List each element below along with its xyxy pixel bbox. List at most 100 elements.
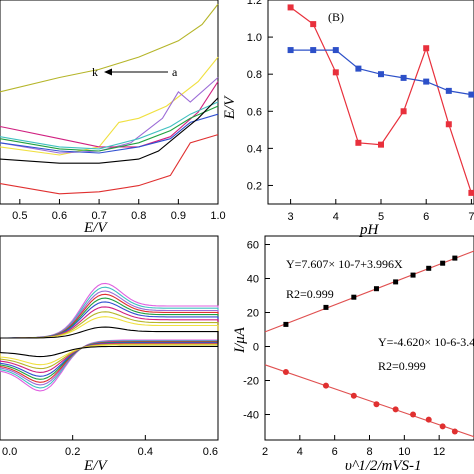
panel-d-y-tick-label: 20 <box>247 308 259 320</box>
panel-b-series-1-point <box>355 139 362 146</box>
panel-b-x-tick-label: 4 <box>333 211 339 223</box>
panel-c-x-tick-label: 0.2 <box>65 446 80 458</box>
panel-b-y-label: E/V <box>222 95 238 120</box>
panel-c-curves <box>0 282 219 392</box>
panel-c-curve-6 <box>0 301 219 377</box>
panel-a-annotation-a: a <box>172 65 178 79</box>
panel-a-curve-8 <box>0 97 219 164</box>
panel-b-series-2-point <box>445 87 452 94</box>
panel-b-series-2-point <box>332 47 339 54</box>
panel-d-y-tick-label: 0 <box>253 342 259 354</box>
panel-a: 0.5 0.6 0.7 0.8 0.9 1.0 k a E/V <box>0 0 226 236</box>
panel-c-x-ticks: 0.0 0.2 0.4 0.6 <box>0 435 219 458</box>
panel-c-x-tick-label: 0.6 <box>203 446 218 458</box>
panel-b-series-2-point <box>400 74 407 81</box>
panel-a-x-tick-label: 0.5 <box>12 210 27 222</box>
panel-a-x-tick-label: 0.6 <box>52 210 67 222</box>
panel-d: 2 4 6 8 10 12 -40 -20 0 20 40 60 Y=7.607× 10-7+3.99… <box>232 235 474 474</box>
panel-d-equation-1: Y=7.607× 10-7+3.996X <box>286 257 403 271</box>
panel-d-y-label: I/μA <box>232 326 248 354</box>
panel-b: 3 4 5 6 7 0.2 0.4 0.6 0.8 1.0 1.2 (B) pH E/V <box>222 0 474 238</box>
panel-b-x-tick-label: 5 <box>378 211 384 223</box>
panel-d-series-1-point <box>393 279 399 285</box>
panel-c-curve-10 <box>0 326 219 358</box>
panel-d-x-label: υ^1/2/mVS-1 <box>345 458 422 474</box>
panel-d-series-2-point <box>439 423 446 430</box>
panel-c: 0.0 0.2 0.4 0.6 E/V <box>0 235 219 474</box>
panel-a-x-tick-label: 0.8 <box>131 210 146 222</box>
panel-b-frame <box>267 0 474 205</box>
panel-b-series <box>287 4 474 196</box>
panel-d-series-2-point <box>282 369 289 375</box>
panel-a-arrow-head <box>104 68 112 76</box>
panel-a-x-tick-label: 1.0 <box>210 210 225 222</box>
panel-d-x-tick-label: 12 <box>433 446 445 458</box>
panel-b-series-2-point <box>355 65 362 72</box>
panel-b-series-1-point <box>423 45 430 52</box>
panel-d-series-1-point <box>373 286 379 292</box>
panel-c-x-label: E/V <box>83 458 108 474</box>
panel-b-series-1-point <box>468 189 474 196</box>
panel-b-x-tick-label: 6 <box>423 211 429 223</box>
panel-d-x-tick-label: 10 <box>398 446 410 458</box>
panel-a-x-ticks: 0.5 0.6 0.7 0.8 0.9 1.0 <box>12 199 226 222</box>
panel-d-series-1-point <box>283 321 289 327</box>
panel-d-series <box>264 250 474 438</box>
panel-d-y-tick-label: -40 <box>243 410 259 422</box>
panel-b-label: (B) <box>328 10 344 24</box>
panel-b-y-tick-label: 1.0 <box>247 32 262 44</box>
panel-d-series-1-point <box>440 260 446 266</box>
panel-b-series-1-point <box>332 69 339 76</box>
panel-a-x-tick-label: 0.7 <box>91 210 106 222</box>
panel-d-equation-2: Y=-4.620× 10-6-3.4 <box>378 335 474 349</box>
panel-b-y-tick-label: 1.2 <box>247 0 262 7</box>
panel-b-ticks: 3 4 5 6 7 0.2 0.4 0.6 0.8 1.0 1.2 <box>247 0 474 223</box>
panel-a-x-tick-label: 0.9 <box>171 210 186 222</box>
panel-d-y-tick-label: 60 <box>247 240 259 252</box>
panel-b-series-1-point <box>287 4 294 11</box>
panel-d-ticks: 2 4 6 8 10 12 -40 -20 0 20 40 60 <box>243 240 445 459</box>
panel-b-series-2-point <box>468 91 474 98</box>
panel-d-series-2-point <box>350 392 357 399</box>
panel-a-curve-5 <box>0 101 219 150</box>
panel-b-y-tick-label: 0.2 <box>247 180 262 192</box>
panel-b-series-1-point <box>445 121 452 128</box>
panel-b-x-tick-label: 3 <box>288 211 294 223</box>
panel-d-series-1-point <box>410 272 416 278</box>
panel-d-y-tick-label: -20 <box>243 376 259 388</box>
panel-d-fit-line-2 <box>264 364 474 438</box>
panel-b-x-tick-label: 7 <box>468 211 474 223</box>
panel-b-y-tick-label: 0.6 <box>247 106 262 118</box>
panel-a-curve-9 <box>0 134 219 195</box>
panel-d-x-tick-label: 8 <box>366 446 372 458</box>
panel-b-x-label: pH <box>359 222 380 238</box>
panel-c-x-tick-label: 0.4 <box>138 446 153 458</box>
panel-d-fit-line-1 <box>264 250 474 333</box>
panel-a-annotation-k: k <box>92 65 98 79</box>
panel-d-series-2-point <box>425 416 432 423</box>
panel-a-curve-7 <box>0 113 219 154</box>
panel-d-r2-2: R2=0.999 <box>378 359 426 373</box>
panel-b-series-1-line <box>290 6 474 195</box>
panel-b-series-2-point <box>378 71 384 78</box>
panel-b-series-1-point <box>400 108 407 115</box>
panel-d-series-2-point <box>322 382 329 389</box>
panel-d-series-2-point <box>410 411 417 418</box>
panel-b-series-2-point <box>287 47 294 54</box>
panel-b-series-1-point <box>378 141 384 148</box>
panel-a-curve-3 <box>0 77 219 154</box>
panel-a-x-label: E/V <box>83 220 108 236</box>
panel-b-series-2-line <box>290 49 474 96</box>
panel-d-series-2-point <box>392 406 399 413</box>
panel-d-series-2-point <box>451 428 458 435</box>
panel-a-frame <box>0 0 219 205</box>
panel-d-series-1-point <box>452 255 458 261</box>
panel-b-y-tick-label: 0.4 <box>247 143 262 155</box>
panel-d-x-tick-label: 2 <box>262 446 268 458</box>
panel-d-r2-1: R2=0.999 <box>286 287 334 301</box>
panel-c-x-tick-label: 0.0 <box>2 446 17 458</box>
panel-a-curve-6 <box>0 105 219 152</box>
panel-d-x-tick-label: 6 <box>332 446 338 458</box>
panel-d-series-1-point <box>323 304 329 310</box>
